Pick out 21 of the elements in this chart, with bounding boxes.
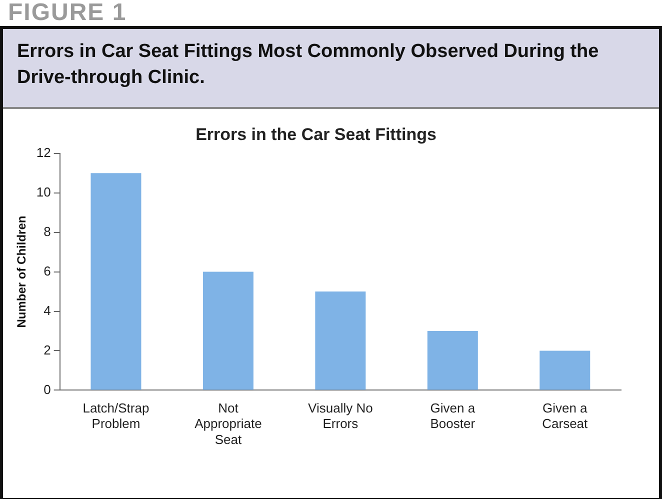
y-tick-label: 2 xyxy=(44,342,51,358)
y-tick-label: 6 xyxy=(44,263,51,278)
y-tick-label: 10 xyxy=(36,184,51,200)
bar xyxy=(202,272,254,390)
chart-title: Errors in Car Seat Fittings Most Commonly Observed During the Drive-through Clinic. xyxy=(3,29,659,109)
bar xyxy=(315,292,366,390)
bar xyxy=(427,331,478,390)
bar xyxy=(540,350,590,390)
y-tick-label: 0 xyxy=(44,382,51,397)
x-tick-label: Visually No Errors xyxy=(308,400,373,432)
y-axis-title: Number of Children xyxy=(14,216,29,328)
y-tick-label: 8 xyxy=(44,224,51,239)
x-tick-label: Given a Carseat xyxy=(542,400,588,432)
x-tick-label: Given a Booster xyxy=(430,400,476,432)
caption: FIGURE 1 xyxy=(8,0,127,26)
bar xyxy=(90,173,142,390)
x-tick-label: Latch/Strap Problem xyxy=(82,400,150,432)
x-tick-label: Not Appropriate Seat xyxy=(194,400,262,447)
y-tick-label: 4 xyxy=(44,302,51,318)
chart-subtitle: Errors in the Car Seat Fittings xyxy=(196,124,436,144)
y-tick-label: 12 xyxy=(36,144,51,160)
